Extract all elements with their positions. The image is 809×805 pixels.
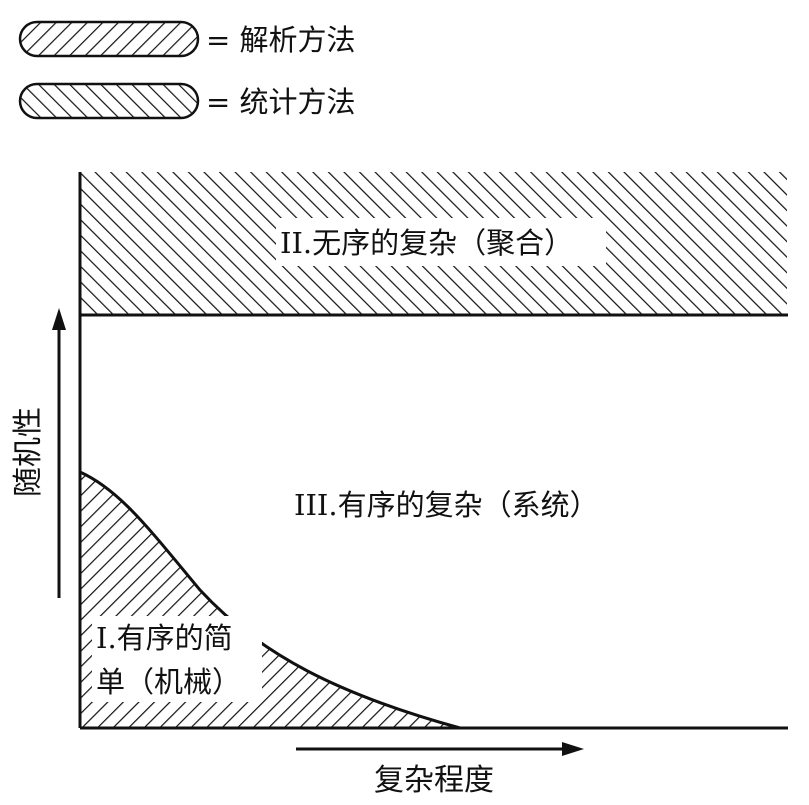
legend-analytic-label: = 解析方法 [206,23,356,57]
legend-analytic-swatch [18,20,200,58]
legend: = 解析方法 = 统计方法 [18,20,356,120]
legend-statistic-label: = 统计方法 [206,85,356,119]
x-axis-label: 复杂程度 [374,763,494,798]
region-simplicity-label-line2: 单（机械） [96,665,241,699]
region-organized-complexity-label: III.有序的复杂（系统） [294,488,599,522]
simplicity-curve [79,470,461,730]
region-organized-simplicity: I.有序的简 单（机械） [79,470,461,730]
x-axis-arrow [296,742,584,756]
region-disorganized-label-bg [276,218,606,266]
region-disorganized-label: II.无序的复杂（聚合） [280,226,573,260]
y-axis-arrow [52,308,66,598]
region-simplicity-label-bg [92,616,262,702]
region-disorganized-complexity: II.无序的复杂（聚合） [80,172,788,317]
y-axis-label: 随机性 [11,407,46,497]
legend-statistic-swatch [18,82,200,120]
region-simplicity-label-line1: I.有序的简 [96,621,233,655]
